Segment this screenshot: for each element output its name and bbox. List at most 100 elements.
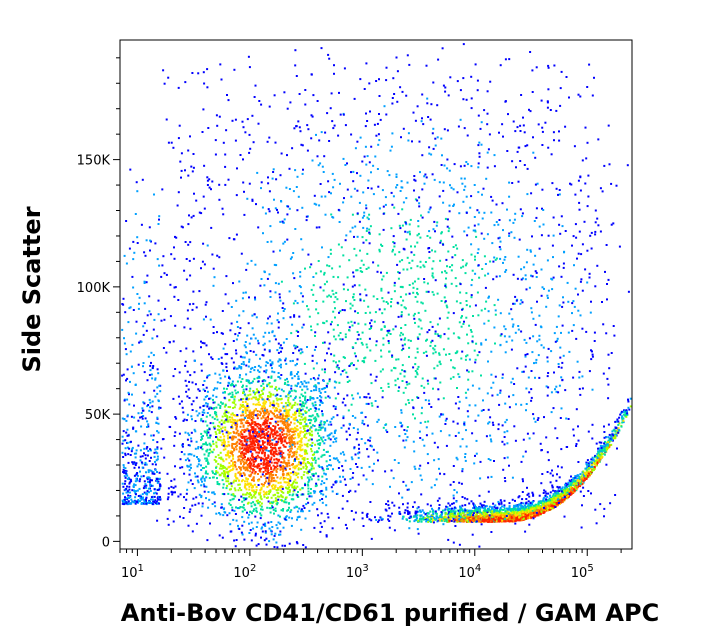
event-dot bbox=[413, 520, 416, 523]
event-dot bbox=[272, 452, 275, 455]
event-dot bbox=[629, 405, 632, 408]
event-dot bbox=[278, 387, 281, 390]
event-dot bbox=[271, 474, 274, 477]
event-dot bbox=[318, 434, 321, 437]
event-dot bbox=[241, 452, 244, 455]
event-dot bbox=[234, 389, 237, 392]
event-dot bbox=[238, 332, 241, 334]
event-dot bbox=[499, 508, 501, 511]
event-dot bbox=[281, 467, 284, 470]
event-dot bbox=[260, 508, 262, 511]
event-dot bbox=[297, 467, 300, 470]
event-dot bbox=[282, 429, 285, 432]
event-dot bbox=[336, 459, 339, 462]
event-dot bbox=[217, 454, 220, 457]
event-dot bbox=[280, 420, 283, 423]
event-dot bbox=[249, 466, 252, 468]
event-dot bbox=[338, 475, 341, 478]
event-dot bbox=[258, 395, 261, 398]
event-dot bbox=[465, 514, 468, 516]
event-dot bbox=[275, 461, 278, 464]
event-dot bbox=[561, 495, 564, 497]
event-dot bbox=[504, 510, 507, 513]
event-dot bbox=[562, 491, 564, 494]
event-dot bbox=[216, 428, 219, 431]
event-dot bbox=[277, 420, 279, 423]
event-dot bbox=[575, 477, 578, 480]
event-dot bbox=[248, 444, 251, 447]
event-dot bbox=[227, 450, 230, 453]
event-dot bbox=[286, 434, 289, 437]
event-dot bbox=[314, 443, 317, 446]
event-dot bbox=[387, 504, 390, 507]
event-dot bbox=[227, 477, 230, 480]
event-dot bbox=[266, 443, 269, 446]
event-dot bbox=[233, 406, 236, 409]
event-dot bbox=[293, 451, 296, 454]
event-dot bbox=[264, 463, 267, 466]
event-dot bbox=[483, 500, 486, 503]
event-dot bbox=[315, 472, 317, 475]
event-dot bbox=[484, 515, 487, 518]
event-dot bbox=[226, 454, 228, 457]
event-dot bbox=[319, 401, 322, 404]
event-dot bbox=[545, 492, 548, 495]
event-dot bbox=[284, 437, 287, 440]
event-dot bbox=[271, 448, 274, 451]
event-dot bbox=[285, 442, 288, 445]
event-dot bbox=[227, 411, 230, 414]
event-dot bbox=[234, 384, 237, 387]
event-dot bbox=[260, 417, 263, 420]
event-dot bbox=[229, 406, 232, 409]
event-dot bbox=[560, 488, 563, 491]
event-dot bbox=[263, 404, 266, 407]
event-dot bbox=[311, 434, 314, 437]
event-dot bbox=[326, 419, 329, 422]
event-dot bbox=[218, 512, 221, 514]
event-dot bbox=[614, 420, 617, 423]
event-dot bbox=[294, 411, 296, 414]
event-dot bbox=[215, 444, 218, 447]
event-dot bbox=[288, 456, 290, 459]
event-dot bbox=[287, 399, 290, 402]
event-dot bbox=[252, 426, 255, 429]
event-dot bbox=[274, 448, 277, 451]
event-dot bbox=[286, 416, 289, 419]
event-dot bbox=[150, 411, 153, 414]
event-dot bbox=[322, 469, 325, 472]
event-dot bbox=[262, 443, 264, 446]
event-dot bbox=[262, 462, 265, 465]
event-dot bbox=[198, 493, 201, 496]
event-dot bbox=[228, 512, 231, 515]
event-dot bbox=[310, 390, 313, 392]
event-dot bbox=[267, 496, 269, 499]
event-dot bbox=[329, 444, 332, 447]
event-dot bbox=[320, 396, 323, 399]
event-dot bbox=[253, 503, 256, 506]
event-dot bbox=[231, 435, 234, 438]
event-dot bbox=[243, 431, 246, 433]
event-dot bbox=[304, 402, 307, 405]
event-dot bbox=[595, 455, 598, 458]
event-dot bbox=[200, 436, 203, 439]
event-dot bbox=[261, 405, 264, 408]
event-dot bbox=[284, 408, 287, 411]
event-dot bbox=[252, 468, 254, 471]
event-dot bbox=[240, 367, 243, 370]
event-dot bbox=[273, 487, 276, 490]
event-dot bbox=[262, 382, 265, 385]
event-dot bbox=[449, 514, 452, 517]
event-dot bbox=[224, 415, 227, 417]
event-dot bbox=[459, 516, 462, 519]
event-dot bbox=[236, 419, 239, 422]
event-dot bbox=[571, 489, 574, 492]
event-dot bbox=[244, 406, 247, 409]
event-dot bbox=[208, 498, 211, 501]
event-dot bbox=[271, 362, 274, 365]
event-dot bbox=[296, 510, 299, 513]
event-dot bbox=[479, 508, 482, 511]
event-dot bbox=[288, 402, 291, 405]
event-dot bbox=[229, 392, 231, 395]
event-dot bbox=[260, 527, 263, 530]
event-dot bbox=[227, 393, 230, 396]
